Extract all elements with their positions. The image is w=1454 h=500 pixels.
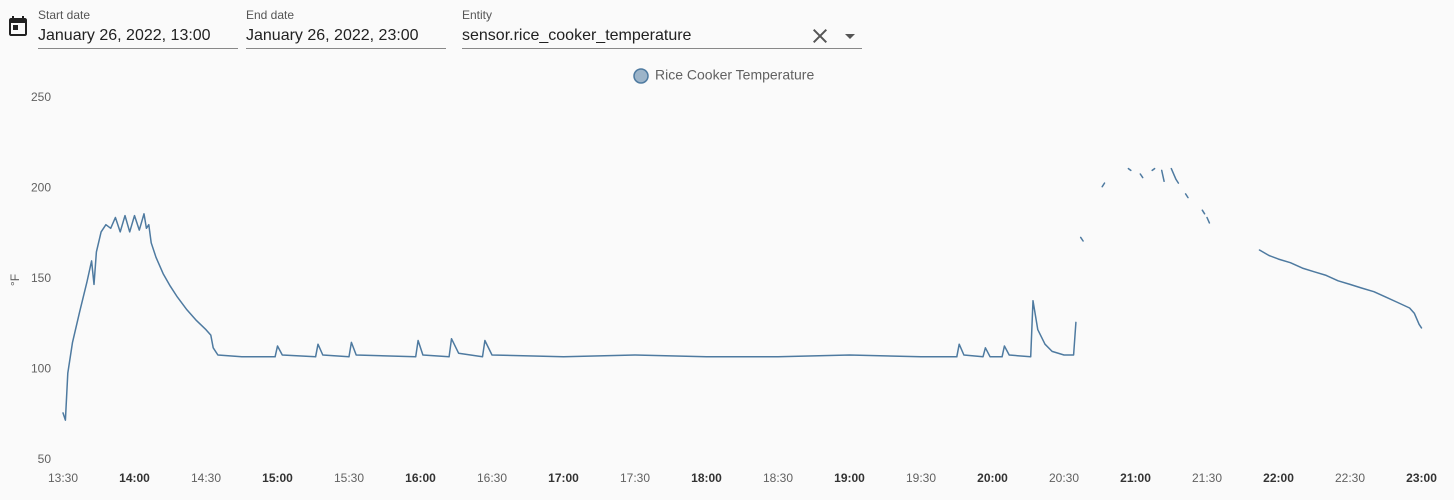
x-tick-label: 16:00	[405, 471, 436, 485]
x-tick-label: 14:00	[119, 471, 150, 485]
x-tick-label: 17:30	[620, 471, 650, 485]
x-tick-label: 18:00	[691, 471, 722, 485]
y-tick-label: 250	[31, 90, 51, 104]
x-tick-label: 22:00	[1263, 471, 1294, 485]
field-label: End date	[246, 8, 295, 22]
field-value: January 26, 2022, 13:00	[38, 27, 211, 44]
y-tick-label: 150	[31, 271, 51, 285]
x-tick-label: 21:30	[1192, 471, 1222, 485]
x-tick-label: 16:30	[477, 471, 507, 485]
legend-swatch	[633, 68, 649, 84]
x-tick-label: 17:00	[548, 471, 579, 485]
y-tick-label: 200	[31, 181, 51, 195]
field-value: sensor.rice_cooker_temperature	[462, 27, 692, 44]
field-value: January 26, 2022, 23:00	[246, 27, 419, 44]
x-tick-label: 14:30	[191, 471, 221, 485]
dropdown-button[interactable]	[838, 24, 862, 48]
start-date-field[interactable]: Start date January 26, 2022, 13:00	[38, 0, 238, 49]
y-axis-label: °F	[8, 274, 22, 286]
x-tick-label: 23:00	[1406, 471, 1437, 485]
y-tick-label: 50	[38, 452, 52, 466]
x-tick-label: 18:30	[763, 471, 793, 485]
x-tick-label: 20:00	[977, 471, 1008, 485]
legend-item[interactable]: Rice Cooker Temperature	[633, 67, 814, 84]
x-tick-label: 20:30	[1049, 471, 1079, 485]
legend-label: Rice Cooker Temperature	[655, 67, 814, 83]
end-date-field[interactable]: End date January 26, 2022, 23:00	[246, 0, 446, 49]
x-tick-label: 15:30	[334, 471, 364, 485]
clear-button[interactable]	[808, 24, 832, 48]
x-tick-label: 21:00	[1120, 471, 1151, 485]
x-tick-label: 22:30	[1335, 471, 1365, 485]
data-line	[62, 167, 1423, 421]
x-tick-label: 19:00	[834, 471, 865, 485]
field-label: Start date	[38, 8, 91, 22]
entity-field[interactable]: Entity sensor.rice_cooker_temperature	[462, 0, 862, 49]
x-tick-label: 19:30	[906, 471, 936, 485]
y-tick-label: 100	[31, 362, 51, 376]
x-tick-label: 13:30	[48, 471, 78, 485]
x-tick-label: 15:00	[262, 471, 293, 485]
field-label: Entity	[462, 8, 493, 22]
calendar-icon[interactable]	[6, 14, 30, 38]
